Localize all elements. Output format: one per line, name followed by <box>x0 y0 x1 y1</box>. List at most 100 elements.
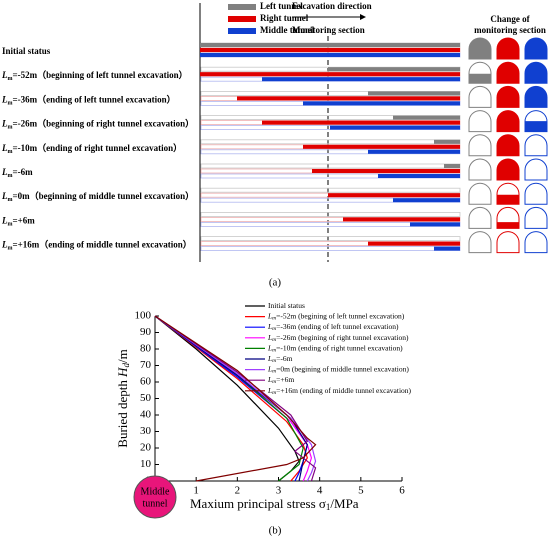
stage-subscript: m <box>8 101 13 107</box>
tunnel-fill <box>497 86 519 108</box>
stage-label: Lm=-26m（beginning of right tunnel excava… <box>1 119 194 131</box>
legend-text: =-36m (ending of left tunnel excavation) <box>276 322 399 331</box>
tunnel-outline <box>524 110 548 133</box>
x-tick-label: 2 <box>235 485 241 497</box>
tunnel-outline <box>468 61 492 84</box>
marker-label: tunnel <box>143 498 168 509</box>
tunnel-outline <box>468 158 492 181</box>
tunnel-outline <box>496 231 520 254</box>
tunnel-fill <box>497 110 519 132</box>
bar-fill <box>444 164 460 168</box>
arrow-head <box>360 14 366 20</box>
stage-subscript: m <box>8 77 13 83</box>
tunnel-fill <box>497 159 519 180</box>
x-tick-label: 4 <box>317 485 323 497</box>
tunnel-outline <box>524 37 548 60</box>
legend-label: Initial status <box>268 301 305 310</box>
tunnel-fill <box>497 222 519 229</box>
legend-symbol: L <box>267 386 272 395</box>
direction-label: Excavation direction <box>292 1 372 11</box>
stage-label: Lm=0m（beginning of middle tunnel excavat… <box>1 191 194 203</box>
legend-symbol: L <box>267 354 272 363</box>
legend-label: Lm=+16m (ending of middle tunnel excavat… <box>267 386 412 397</box>
y-tick-label: 70 <box>140 359 152 371</box>
bar-fill <box>328 193 460 198</box>
stage-subscript: m <box>8 198 13 204</box>
series-line <box>154 315 317 482</box>
bar-fill <box>200 53 460 57</box>
stage-text: =-10m（ending of right tunnel excavation） <box>13 143 183 153</box>
caption: (b) <box>269 525 282 537</box>
tunnel-outline <box>524 134 548 157</box>
tunnel-outline <box>496 37 520 60</box>
bar-fill <box>434 246 460 251</box>
x-tick-label: 5 <box>358 485 364 497</box>
legend-text: Initial status <box>268 301 305 310</box>
title-subscript: d <box>121 363 131 368</box>
tunnel-outline <box>524 182 548 205</box>
legend-swatch <box>228 28 256 34</box>
tunnel-fill <box>497 62 519 84</box>
tunnel-fill <box>497 134 519 156</box>
bar-fill <box>200 43 460 47</box>
tunnel-outline <box>496 158 520 181</box>
tunnel-outline <box>468 231 492 254</box>
x-tick-label: 3 <box>276 485 282 497</box>
legend-symbol: L <box>267 311 272 320</box>
bar-outline <box>200 187 461 193</box>
legend-symbol: L <box>267 375 272 384</box>
stage-text: =-52m（beginning of left tunnel excavatio… <box>13 70 188 80</box>
tunnel-outline <box>524 206 548 229</box>
legend-label: Lm=-6m <box>267 354 293 365</box>
bar-fill <box>312 169 460 173</box>
stage-symbol: L <box>1 215 8 225</box>
title-subscript: 1 <box>326 502 331 512</box>
bar-fill <box>410 222 460 227</box>
legend-text: =-6m <box>276 354 292 363</box>
tunnel-outline <box>524 85 548 108</box>
stage-subscript: m <box>8 222 13 228</box>
title-symbol: H <box>115 367 130 378</box>
x-tick-label: 6 <box>399 485 405 497</box>
bar-fill <box>303 144 460 149</box>
stage-subscript: m <box>8 173 13 179</box>
stage-label: Lm=+6m <box>1 215 35 227</box>
legend-subscript: m <box>272 337 276 343</box>
legend-label: Lm=0m (begining of middle tunnel excavat… <box>267 364 409 375</box>
tunnel-outline <box>524 61 548 84</box>
stage-subscript: m <box>8 149 13 155</box>
change-label: monitoring section <box>474 25 546 35</box>
bar-outline <box>200 211 461 217</box>
stage-subscript: m <box>8 125 13 131</box>
tunnel-outline <box>496 110 520 133</box>
title-part: /m <box>115 349 130 363</box>
tunnel-fill <box>469 73 491 84</box>
legend-label: Right tunnel <box>260 13 309 23</box>
legend-swatch <box>228 4 256 10</box>
bar-outline <box>200 236 461 242</box>
stage-symbol: L <box>1 191 8 201</box>
y-tick-label: 50 <box>140 392 152 404</box>
stage-text: =+16m（ending of middle tunnel excavation… <box>13 240 192 250</box>
y-tick-label: 40 <box>140 409 152 421</box>
stage-text: =+6m <box>13 215 36 225</box>
y-tick-label: 60 <box>140 376 152 388</box>
legend-text: =-26m (begining of right tunnel excavati… <box>276 333 409 342</box>
legend-text: =-52m (begining of left tunnel excavatio… <box>276 311 405 320</box>
bar-fill <box>262 77 460 82</box>
legend-label: Middle tunnel <box>260 25 315 35</box>
stage-symbol: L <box>1 70 8 80</box>
bar-fill <box>368 91 460 96</box>
tunnel-outline <box>468 110 492 133</box>
stage-label: Lm=-6m <box>1 167 33 179</box>
bar-outline <box>200 163 461 169</box>
series-line <box>154 315 317 482</box>
legend-text: =-10m (ending of right tunnel excavation… <box>276 343 403 352</box>
stage-text: =-36m（ending of left tunnel excavation） <box>13 94 176 104</box>
title-part: Maxium principal stress σ <box>190 496 326 511</box>
bar-fill <box>393 198 460 203</box>
stage-label: Lm=-36m（ending of left tunnel excavation… <box>1 94 176 106</box>
x-tick-label: 1 <box>193 485 199 497</box>
caption: (a) <box>269 277 282 289</box>
bar-outline <box>200 246 461 252</box>
